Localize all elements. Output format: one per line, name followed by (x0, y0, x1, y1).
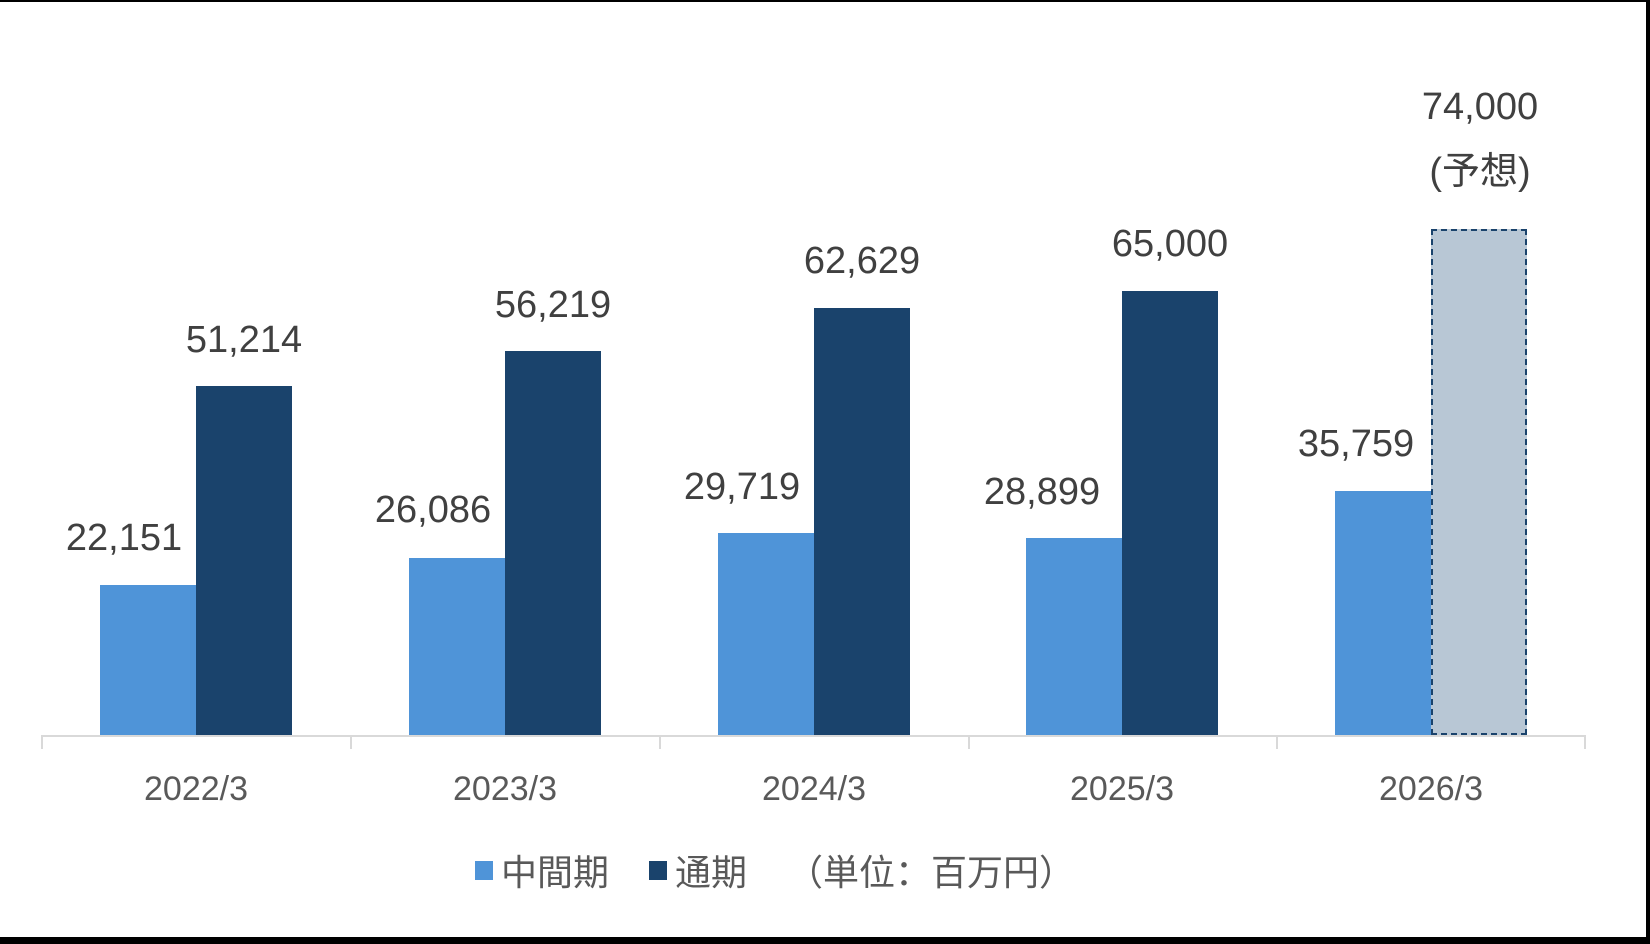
category-label-2025: 2025/3 (1070, 770, 1174, 808)
bar-interim-2025 (1026, 538, 1122, 735)
category-label-2026: 2026/3 (1379, 770, 1483, 808)
value-label-interim-2026: 35,759 (1297, 423, 1415, 465)
value-label-full-2023: 56,219 (494, 284, 612, 326)
value-label-full-2026: 74,000 (1421, 86, 1539, 128)
unit-note: （単位：百万円） (787, 852, 1076, 893)
bar-full-2022 (196, 386, 292, 735)
bar-interim-2026 (1335, 491, 1431, 735)
x-axis-tick (659, 735, 661, 749)
bar-full-forecast-2026 (1431, 229, 1527, 735)
x-axis-tick (350, 735, 352, 749)
category-label-2024: 2024/3 (762, 770, 866, 808)
bar-full-2025 (1122, 291, 1218, 735)
x-axis-tick (41, 735, 43, 749)
x-axis-tick (1584, 735, 1586, 749)
bar-interim-2023 (409, 558, 505, 735)
value-label-full-2024: 62,629 (803, 240, 921, 282)
value-label-full-2025: 65,000 (1111, 223, 1229, 265)
value-label-full-2022: 51,214 (185, 319, 303, 361)
x-axis-tick (1276, 735, 1278, 749)
bar-full-2024 (814, 308, 910, 735)
legend-item-interim: 中間期 (475, 844, 609, 896)
bar-interim-2024 (718, 533, 814, 735)
legend-swatch-interim (475, 860, 493, 880)
value-label-interim-2024: 29,719 (683, 466, 801, 508)
forecast-note: (予想) (1429, 151, 1531, 193)
category-label-2022: 2022/3 (144, 770, 248, 808)
value-label-interim-2023: 26,086 (374, 489, 492, 531)
x-axis-line (41, 735, 1585, 737)
value-label-interim-2022: 22,151 (65, 517, 183, 559)
legend-swatch-full (649, 860, 668, 880)
bar-interim-2022 (100, 585, 196, 735)
legend-item-full: 通期 (649, 844, 747, 896)
value-label-interim-2025: 28,899 (983, 471, 1101, 513)
legend-label-full: 通期 (675, 852, 748, 893)
legend: 中間期 通期 （単位：百万円） (475, 850, 1075, 893)
legend-label-interim: 中間期 (501, 852, 610, 893)
bar-full-2023 (505, 351, 601, 735)
category-label-2023: 2023/3 (453, 770, 557, 808)
x-axis-tick (968, 735, 970, 749)
